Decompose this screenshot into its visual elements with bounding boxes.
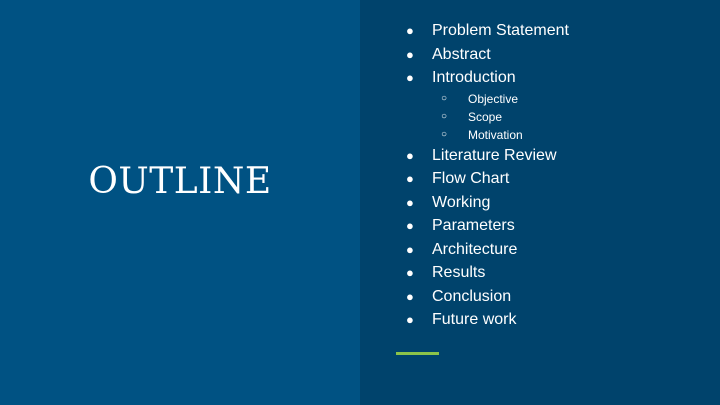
bullet-icon: ● [406, 312, 414, 327]
outline-item-architecture: ● Architecture [404, 238, 569, 262]
sub-bullet-icon: ○ [441, 92, 448, 104]
slide-title: OUTLINE [88, 161, 272, 202]
outline-item-problem-statement: ● Problem Statement [404, 19, 569, 43]
bullet-icon: ● [406, 46, 414, 62]
sub-bullet-icon: ○ [441, 110, 448, 122]
outline-list: ● Problem Statement ● Abstract ● Introdu… [404, 19, 569, 332]
outline-subitem-label: Objective [468, 91, 519, 106]
outline-item-label: Flow Chart [432, 170, 510, 187]
bullet-icon: ● [406, 70, 414, 85]
bullet-icon: ● [406, 218, 414, 233]
outline-item-working: ● Working [404, 191, 569, 215]
outline-item-results: ● Results [404, 261, 569, 285]
outline-item-label: Conclusion [432, 287, 512, 305]
bullet-icon: ● [406, 171, 414, 186]
outline-item-label: Results [432, 264, 486, 281]
bullet-icon: ● [406, 241, 414, 257]
outline-item-introduction: ● Introduction [404, 66, 569, 90]
sub-bullet-icon: ○ [441, 128, 448, 140]
right-panel [360, 0, 720, 405]
outline-item-label: Problem Statement [432, 22, 569, 39]
outline-subitem-objective: ○ Objective [404, 90, 569, 108]
outline-item-label: Introduction [432, 69, 516, 86]
outline-item-flow-chart: ● Flow Chart [404, 167, 569, 191]
bullet-icon: ● [406, 23, 414, 38]
outline-item-label: Parameters [432, 217, 515, 234]
outline-subitem-scope: ○ Scope [404, 108, 569, 126]
outline-item-parameters: ● Parameters [404, 214, 569, 238]
bullet-icon: ● [406, 147, 414, 163]
outline-item-conclusion: ● Conclusion [404, 285, 569, 309]
bullet-icon: ● [406, 194, 414, 210]
outline-item-label: Future work [432, 311, 517, 328]
bullet-icon: ● [406, 265, 414, 280]
outline-item-label: Working [432, 193, 491, 211]
left-panel: OUTLINE [0, 0, 360, 405]
accent-divider [396, 352, 439, 355]
outline-item-label: Architecture [432, 240, 518, 258]
outline-item-abstract: ● Abstract [404, 43, 569, 67]
outline-item-literature-review: ● Literature Review [404, 144, 569, 168]
outline-item-label: Literature Review [432, 146, 557, 164]
outline-item-future-work: ● Future work [404, 308, 569, 332]
outline-subitem-motivation: ○ Motivation [404, 126, 569, 144]
bullet-icon: ● [406, 288, 414, 304]
outline-item-label: Abstract [432, 45, 491, 63]
outline-subitem-label: Scope [468, 109, 503, 124]
outline-subitem-label: Motivation [468, 127, 523, 142]
